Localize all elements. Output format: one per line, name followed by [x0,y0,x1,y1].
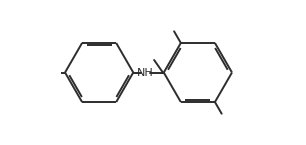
Text: NH: NH [137,68,154,77]
